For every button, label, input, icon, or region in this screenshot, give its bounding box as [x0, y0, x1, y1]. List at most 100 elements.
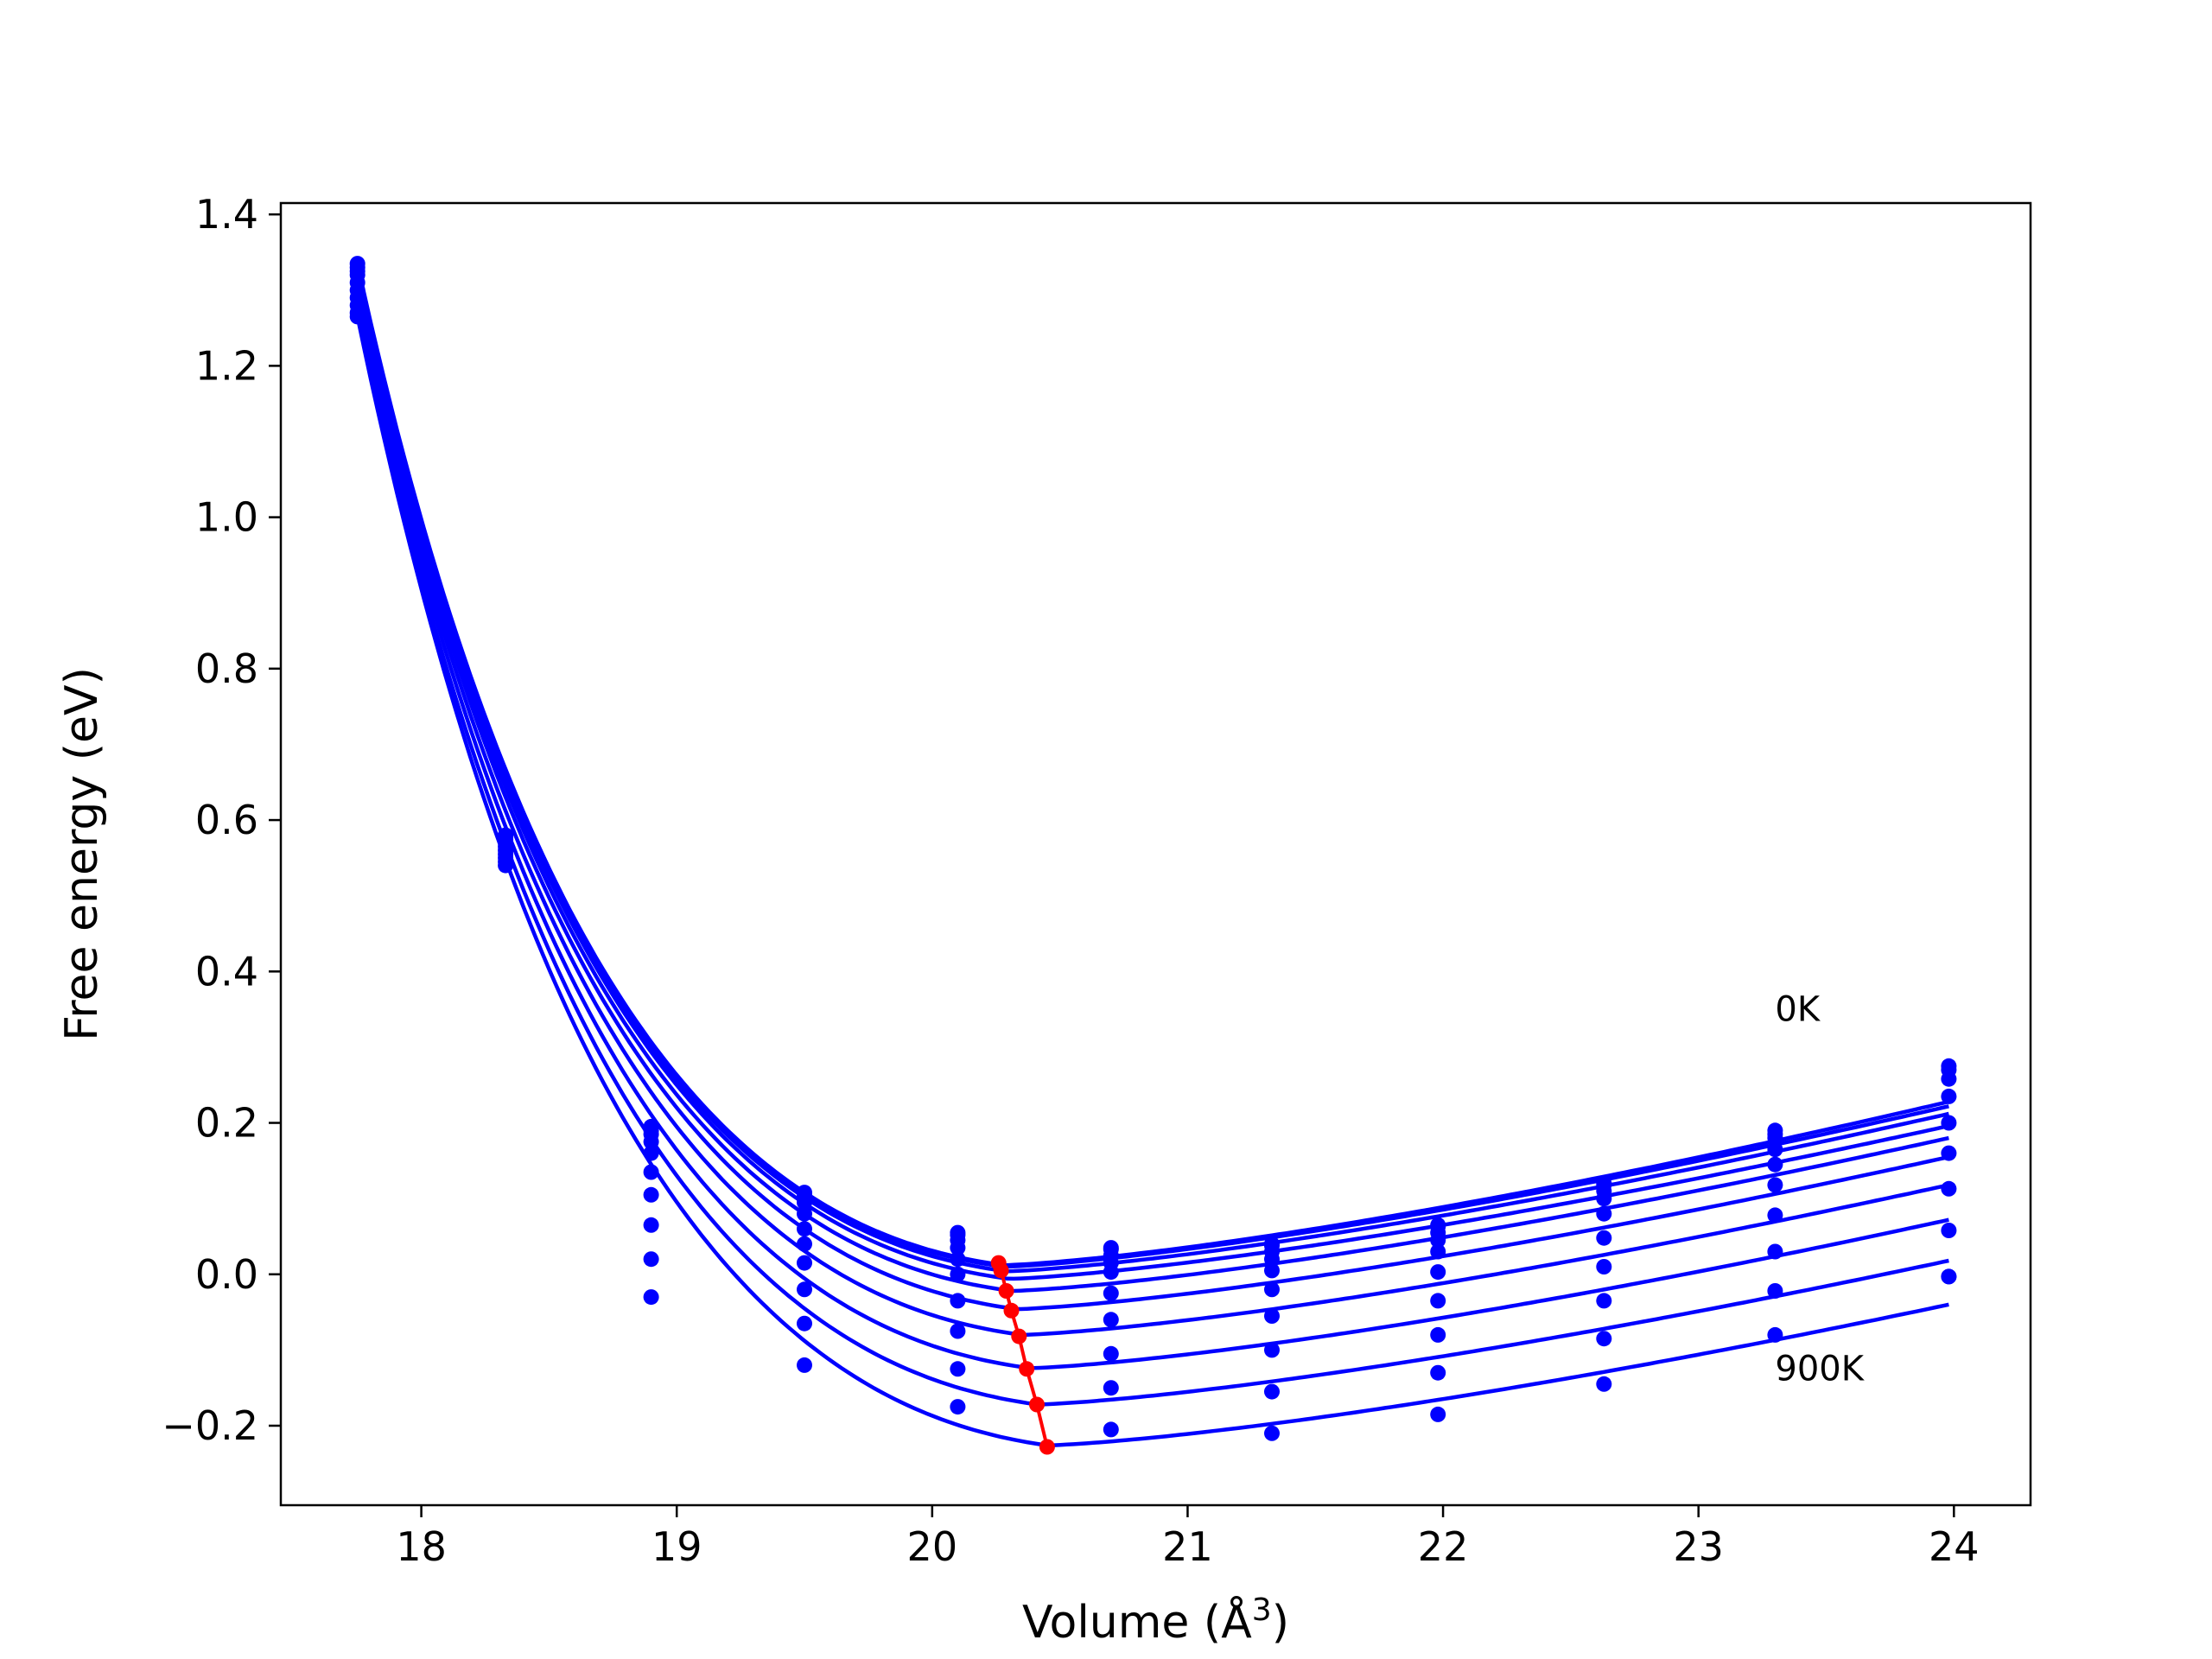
data-point-s4-9: [1767, 1156, 1783, 1173]
data-point-s9-7: [1430, 1406, 1446, 1422]
annotation-0k: 0K: [1775, 989, 1821, 1029]
x-tick-label-23: 23: [1673, 1523, 1724, 1570]
data-point-s2-9: [1767, 1130, 1783, 1147]
minimum-point-6: [1029, 1396, 1045, 1413]
data-point-s8-8: [1596, 1331, 1612, 1347]
y-tick-label-7: 1.2: [195, 342, 258, 389]
data-point-s8-7: [1430, 1364, 1446, 1381]
data-point-s6-4: [950, 1293, 966, 1309]
data-point-s6-10: [1941, 1180, 1957, 1197]
annotation-900k: 900K: [1775, 1349, 1865, 1389]
data-point-s5-9: [1767, 1177, 1783, 1193]
data-point-s3-9: [1767, 1141, 1783, 1158]
data-point-s4-8: [1596, 1205, 1612, 1222]
data-point-s4-6: [1264, 1262, 1280, 1279]
fitted-curve-7: [355, 304, 1949, 1370]
data-point-s8-9: [1767, 1283, 1783, 1299]
y-tick-label-3: 0.4: [195, 948, 258, 995]
data-point-s3-10: [1941, 1088, 1957, 1104]
data-point-s4-10: [1941, 1115, 1957, 1131]
x-tick-label-18: 18: [396, 1523, 447, 1570]
y-tick-label-8: 1.4: [195, 191, 258, 238]
data-point-s7-4: [950, 1323, 966, 1339]
x-tick-label-22: 22: [1418, 1523, 1469, 1570]
data-point-s5-3: [797, 1236, 812, 1252]
data-point-s3-6: [1264, 1251, 1280, 1268]
data-point-s3-2: [643, 1134, 659, 1150]
data-point-s7-9: [1767, 1243, 1783, 1260]
fitted-curve-2: [355, 270, 1949, 1274]
minimum-point-7: [1039, 1439, 1055, 1455]
data-point-s7-10: [1941, 1223, 1957, 1238]
data-point-s3-7: [1430, 1232, 1446, 1249]
data-point-s7-2: [643, 1217, 659, 1233]
data-point-s6-8: [1596, 1259, 1612, 1274]
data-point-s8-5: [1103, 1380, 1119, 1396]
data-point-s5-5: [1103, 1285, 1119, 1301]
data-point-s7-7: [1430, 1326, 1446, 1343]
data-point-s7-3: [797, 1281, 812, 1298]
y-axis-label: Free energy (eV): [56, 667, 108, 1041]
data-point-s5-2: [643, 1164, 659, 1180]
data-point-s6-7: [1430, 1293, 1446, 1309]
data-point-s5-7: [1430, 1264, 1446, 1281]
minimum-point-1: [993, 1262, 1009, 1279]
y-tick-label-4: 0.6: [195, 797, 258, 843]
plot-frame: [279, 201, 2032, 1507]
x-tick-label-21: 21: [1162, 1523, 1213, 1570]
data-point-s7-6: [1264, 1342, 1280, 1358]
x-tick-label-19: 19: [652, 1523, 702, 1570]
fitted-curve-9: [355, 315, 1949, 1448]
data-point-s9-3: [797, 1357, 812, 1373]
data-point-s4-7: [1430, 1243, 1446, 1260]
data-point-s4-2: [643, 1145, 659, 1161]
data-point-s5-10: [1941, 1145, 1957, 1161]
data-point-s4-3: [797, 1221, 812, 1237]
data-point-s4-4: [950, 1251, 966, 1268]
data-point-s5-6: [1264, 1281, 1280, 1298]
data-point-s9-6: [1264, 1425, 1280, 1441]
fitted-curve-5: [355, 289, 1949, 1312]
data-point-s9-8: [1596, 1376, 1612, 1392]
minimum-point-4: [1011, 1328, 1027, 1344]
data-point-s8-4: [950, 1361, 966, 1377]
fitted-curve-6: [355, 297, 1949, 1337]
y-tick-label-6: 1.0: [195, 494, 258, 541]
data-point-s7-5: [1103, 1345, 1119, 1362]
data-point-s5-8: [1596, 1230, 1612, 1246]
data-point-s3-4: [950, 1240, 966, 1256]
y-tick-label-1: 0.0: [195, 1251, 258, 1298]
data-point-s9-4: [950, 1399, 966, 1415]
y-tick-label-5: 0.8: [195, 645, 258, 692]
data-point-s9-5: [1103, 1421, 1119, 1438]
fitted-curve-4: [355, 282, 1949, 1294]
data-point-s8-3: [797, 1315, 812, 1332]
fitted-curve-3: [355, 274, 1949, 1281]
minimum-point-3: [1003, 1302, 1020, 1319]
data-point-s3-8: [1596, 1191, 1612, 1207]
y-tick-label-0: −0.2: [162, 1402, 258, 1449]
data-point-s6-2: [643, 1186, 659, 1203]
plot-area-marks: [349, 256, 1957, 1455]
data-point-s4-5: [1103, 1264, 1119, 1281]
minimum-point-5: [1019, 1361, 1035, 1377]
x-tick-label-20: 20: [907, 1523, 958, 1570]
annotations: 0K 900K: [1775, 989, 1865, 1389]
data-point-s6-9: [1767, 1207, 1783, 1224]
data-point-s6-5: [1103, 1312, 1119, 1328]
data-point-s8-2: [643, 1251, 659, 1268]
data-point-s6-6: [1264, 1308, 1280, 1324]
data-point-s9-10: [1941, 1268, 1957, 1285]
data-point-s3-3: [797, 1205, 812, 1222]
data-point-s7-8: [1596, 1293, 1612, 1309]
data-point-s2-10: [1941, 1071, 1957, 1087]
data-point-s5-4: [950, 1266, 966, 1282]
y-axis-ticks: −0.2 0.0 0.2 0.4 0.6 0.8 1.0 1.2 1.4: [162, 191, 281, 1449]
fitted-curve-8: [355, 312, 1949, 1407]
data-point-s6-3: [797, 1255, 812, 1271]
data-point-s9-2: [643, 1289, 659, 1306]
data-point-s9-0: [349, 308, 365, 325]
x-axis-ticks: 18 19 20 21 22 23 24: [396, 1505, 1980, 1570]
